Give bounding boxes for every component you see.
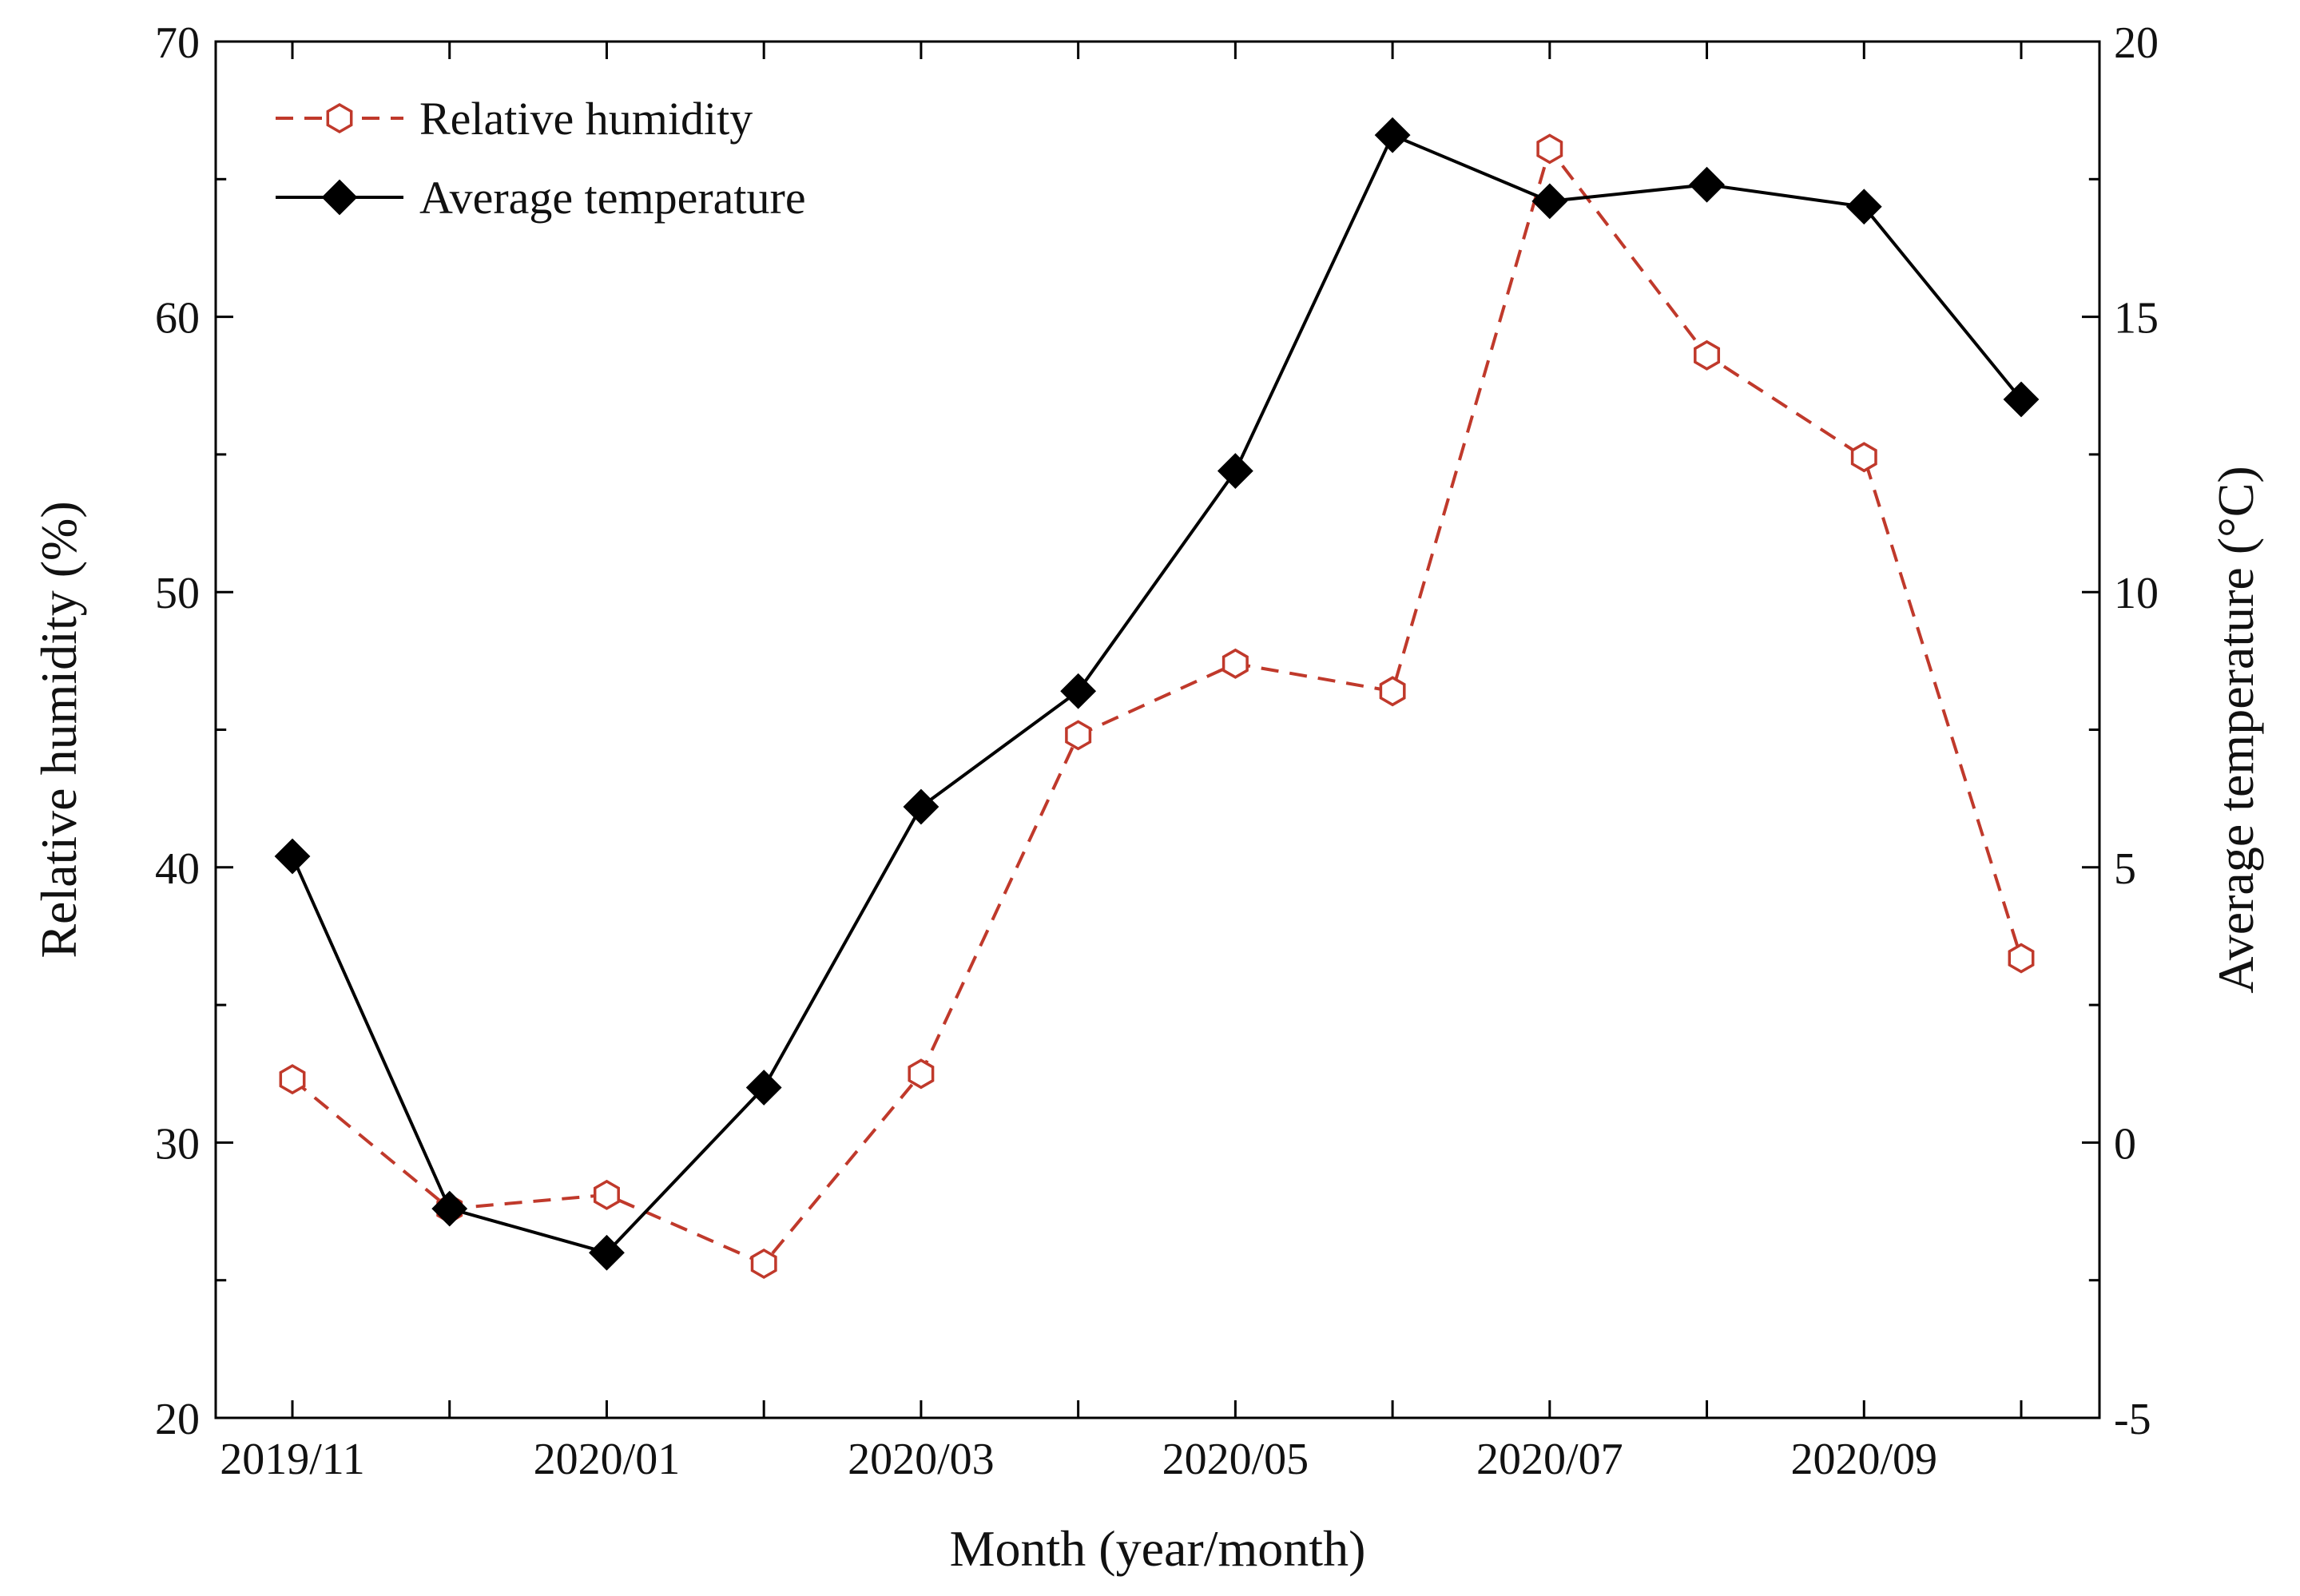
y-tick-label-right: 5	[2114, 844, 2136, 894]
y-tick-label-right: 10	[2114, 569, 2159, 618]
temperature-point	[1374, 117, 1411, 153]
temperature-point	[589, 1234, 625, 1271]
plot-frame	[214, 40, 2101, 1419]
temperature-point	[2003, 381, 2040, 418]
legend-label: Relative humidity	[419, 93, 753, 145]
temperature-point	[903, 788, 939, 825]
humidity-point	[1065, 720, 1092, 751]
y-axis-label-left: Relative humidity (%)	[30, 501, 87, 958]
temperature-point	[274, 838, 311, 875]
y-tick-label-right: 0	[2114, 1119, 2136, 1169]
humidity-point	[2008, 943, 2035, 974]
temperature-point	[745, 1070, 782, 1106]
y-tick-label-left: 20	[155, 1395, 200, 1444]
y-tick-label-right: -5	[2114, 1395, 2151, 1444]
y-tick-label-left: 50	[155, 569, 200, 618]
y-tick-label-left: 70	[155, 18, 200, 68]
humidity-point	[1379, 676, 1406, 707]
y-tick-label-right: 15	[2114, 294, 2159, 343]
humidity-point	[279, 1064, 306, 1095]
humidity-point	[593, 1179, 620, 1210]
x-tick-label: 2020/05	[1162, 1435, 1309, 1484]
legend: Relative humidity Average temperature	[276, 93, 806, 224]
x-tick-label: 2020/07	[1476, 1435, 1623, 1484]
y-tick-label-left: 30	[155, 1119, 200, 1169]
humidity-point	[750, 1248, 777, 1280]
y-tick-label-left: 60	[155, 294, 200, 343]
x-tick-label: 2020/09	[1790, 1435, 1937, 1484]
x-tick-label: 2020/01	[534, 1435, 681, 1484]
temperature-point	[1060, 673, 1097, 709]
humidity-point	[908, 1058, 935, 1090]
humidity-point	[1222, 648, 1249, 679]
humidity-point	[1850, 442, 1877, 473]
humidity-point	[1536, 133, 1563, 165]
humidity-point	[1694, 339, 1721, 371]
x-axis-label: Month (year/month)	[950, 1520, 1366, 1577]
temperature-point	[1217, 453, 1253, 489]
x-tick-label: 2019/11	[220, 1435, 364, 1484]
legend-marker-temperature	[321, 179, 358, 216]
legend-label: Average temperature	[419, 172, 806, 224]
series-line-temperature	[291, 133, 2023, 1255]
y-tick-label-right: 20	[2114, 18, 2159, 68]
y-axis-label-right: Average temperature (°C)	[2207, 466, 2264, 994]
temperature-point	[1531, 183, 1568, 220]
temperature-point	[1845, 189, 1882, 225]
x-tick-label: 2020/03	[848, 1435, 995, 1484]
legend-marker-humidity	[326, 102, 353, 134]
y-tick-label-left: 40	[155, 844, 200, 894]
temperature-point	[1689, 166, 1725, 203]
series-line-humidity	[291, 145, 2023, 1266]
temperature-point	[431, 1190, 468, 1227]
